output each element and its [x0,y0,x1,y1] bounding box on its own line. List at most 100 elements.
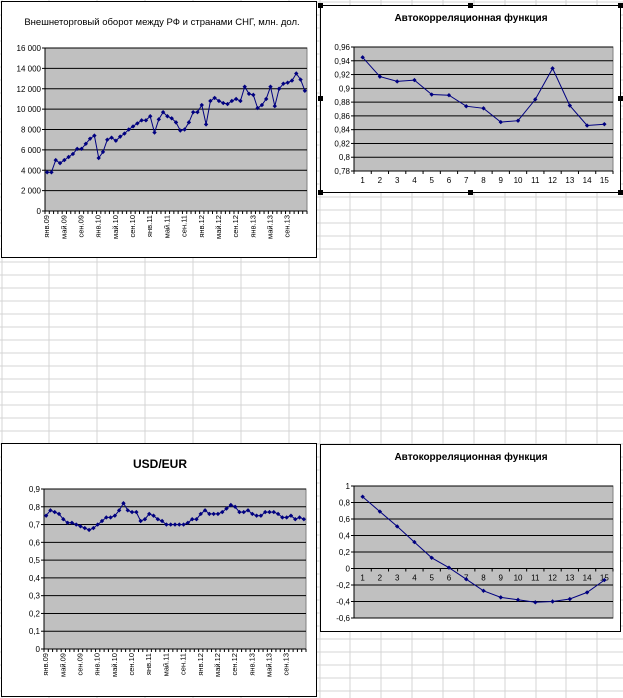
y-tick-label: 0,82 [334,139,350,148]
data-point [62,157,67,163]
data-point [49,170,54,175]
x-tick-label: сен.09 [77,215,86,238]
data-point [550,66,555,71]
data-point [186,120,192,125]
x-tick-label: 3 [395,574,400,583]
x-tick-label: 4 [412,176,417,185]
selection-handle[interactable] [618,3,623,8]
data-point [242,84,247,89]
data-point [294,71,299,76]
data-point [169,116,174,121]
data-point [116,508,122,513]
x-tick-label: сен.10 [127,653,136,676]
data-point [121,501,126,506]
selection-handle[interactable] [618,96,623,101]
chart-usd-eur[interactable]: USD/EUR 0 0,1 0,2 0,3 0,4 0,5 0,6 0,7 0,8 0,9 янв.0… [1,443,317,697]
data-point [177,522,182,527]
data-point [216,98,222,104]
y-tick-label: 1 [346,482,351,491]
x-tick-label: 3 [395,176,400,185]
data-point [181,522,186,527]
data-point [229,98,235,104]
y-tick-label: 0 [346,565,351,574]
plot-area [43,488,307,650]
data-point [155,517,161,522]
data-point [135,121,140,126]
y-tick-label: 0,78 [334,167,350,176]
y-tick-label: 10 000 [17,105,42,114]
x-tick-label: 11 [531,176,540,185]
x-tick-label: 13 [565,574,574,583]
data-point [298,77,303,82]
y-tick-label: 2 000 [21,187,42,196]
selection-handle[interactable] [468,190,473,195]
data-point [302,88,308,93]
data-point [53,157,58,163]
x-tick-label: сен.11 [179,653,188,675]
data-point [57,160,63,166]
data-point [272,103,277,109]
y-tick-label: -0,6 [336,614,350,623]
x-tick-label: янв.12 [197,215,206,238]
x-tick-label: янв.13 [248,215,257,238]
data-point [105,137,110,142]
x-tick-label: сен.09 [76,653,85,676]
y-tick-label: 8 000 [21,126,42,135]
data-point [66,154,71,160]
selection-handle[interactable] [318,3,323,8]
data-point [160,109,166,115]
y-tick-label: 14 000 [17,64,42,73]
y-tick-label: 0,86 [334,112,350,121]
data-point [246,91,252,97]
x-tick-label: янв.10 [94,215,103,238]
x-tick-label: 6 [447,176,452,185]
y-tick-label: 0,4 [29,574,41,583]
data-point [199,102,204,108]
data-point [550,599,555,604]
y-tick-label: 0,92 [334,71,350,80]
data-point [377,509,383,514]
chart-autocorrelation-trade-svg: Автокорреляционная функция 0,78 0,8 0,82 0,8… [334,12,614,185]
data-point [44,170,50,175]
selection-handle[interactable] [318,190,323,195]
data-point [360,55,365,60]
data-point [70,151,76,157]
data-point [165,114,170,119]
data-point [602,121,607,127]
y-tick-label: 4 000 [21,166,42,175]
x-tick-label: май.10 [110,653,119,677]
data-point [61,517,66,522]
chart-trade-turnover-svg: Внешнеторговый оборот между РФ и странам… [17,17,308,239]
selection-handle[interactable] [318,96,323,101]
data-point [100,149,106,155]
chart-autocorrelation-usd-eur[interactable]: Автокорреляционная функция -0,6 -0,4 -0,2 0 0… [320,444,621,632]
y-tick-label: 0,9 [339,84,351,93]
selection-handle[interactable] [618,190,623,195]
data-point [228,502,234,508]
data-point [245,508,251,513]
selection-handle[interactable] [468,3,473,8]
chart-title: Внешнеторговый оборот между РФ и странам… [24,17,299,28]
data-point [138,518,143,524]
data-point [190,109,196,115]
y-tick-label: 0,3 [29,592,41,601]
chart-trade-turnover[interactable]: Внешнеторговый оборот между РФ и странам… [1,1,317,258]
x-tick-label: 6 [447,574,452,583]
data-point [83,141,89,146]
y-tick-label: 0,8 [339,499,351,508]
x-tick-label: янв.12 [196,653,205,676]
x-tick-label: янв.11 [145,215,154,237]
y-tick-label: 0,2 [339,548,351,557]
data-point [255,105,260,111]
y-tick-label: 0,6 [29,538,41,547]
x-tick-label: янв.10 [93,653,102,676]
x-tick-label: 8 [481,574,486,583]
data-point [129,509,135,515]
data-point [515,597,521,603]
data-point [281,81,286,86]
data-point [250,511,255,517]
x-tick-label: сен.12 [231,215,240,238]
y-tick-label: 0,5 [29,556,41,565]
data-point [284,515,289,520]
chart-autocorrelation-trade[interactable]: Автокорреляционная функция 0,78 0,8 0,82 0,8… [320,5,621,193]
